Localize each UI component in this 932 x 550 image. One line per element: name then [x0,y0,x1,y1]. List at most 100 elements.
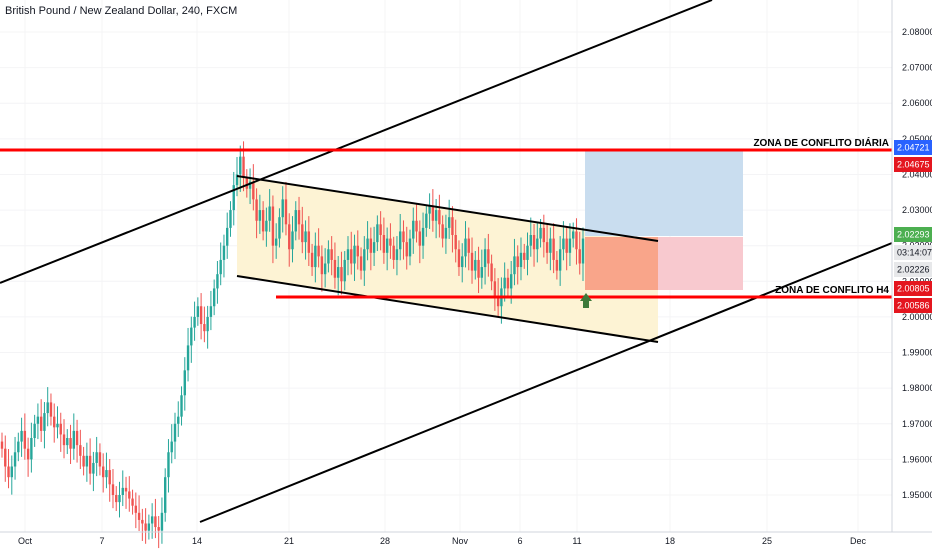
price-tags: 2.04721 2.04675 2.02293 03:14:07 2.02226 2.00… [894,140,932,313]
y-tick-label: 1.96000 [902,454,932,464]
candle-body [536,238,539,250]
candle-body [82,455,85,467]
candle-body [558,249,562,271]
candle-body [562,238,565,250]
candle-body [412,220,415,239]
x-tick-label: 18 [665,536,675,546]
candle-body [239,156,242,175]
candle-body [438,210,441,225]
candle-body [261,210,265,232]
candle-body [330,249,333,260]
price-tag [894,140,932,155]
candles [0,141,585,549]
candle-body [421,227,425,246]
candle-body [226,227,229,246]
chart-title: British Pound / New Zealand Dollar, 240,… [5,5,237,17]
candle-body [467,238,470,253]
candle-body [180,395,183,417]
candle-body [62,434,66,446]
candle-body [186,345,190,371]
y-tick-label: 2.07000 [902,63,932,73]
candle-body [461,256,464,268]
candle-body [327,249,330,264]
candle-body [160,512,164,531]
candle-body [555,259,559,271]
candle-body [444,227,448,239]
candle-body [333,259,337,278]
candle-body [105,470,108,478]
time-axis[interactable]: Oct 7 14 21 28 Nov 6 11 18 25 Dec [18,536,867,546]
candle-body [199,306,203,325]
x-tick-label: 14 [192,536,202,546]
candle-body [274,238,278,246]
candle-body [464,238,467,257]
candle-body [487,249,490,264]
candle-body [66,438,69,446]
candle-body [56,423,59,428]
candle-body [366,238,369,250]
candle-body [483,249,487,268]
lower-trend-line[interactable] [199,242,893,523]
candle-body [294,210,297,232]
x-tick-label: 25 [762,536,772,546]
candle-body [242,156,245,179]
candle-body [235,174,239,186]
price-tag [894,245,932,260]
candle-body [451,217,454,236]
candle-body [170,441,173,453]
descending-channel-fill [237,176,658,342]
candle-body [222,245,226,260]
candle-body [428,206,431,214]
candle-body [75,430,79,446]
candle-body [385,238,389,253]
candle-body [447,217,451,228]
candle-body [418,231,421,246]
upper-trend-line[interactable] [0,0,713,284]
h4-zone-label: ZONA DE CONFLITO H4 [775,285,889,296]
candle-body [177,416,180,424]
channel-top-line[interactable] [236,175,659,242]
candle-body [545,242,549,253]
candle-body [549,238,552,253]
candle-body [216,274,219,289]
x-tick-label: 6 [517,536,522,546]
candle-body [480,267,484,278]
candle-body [196,306,200,317]
candle-body [346,249,350,260]
candle-body [519,252,523,268]
candle-body [281,199,284,218]
candle-body [131,498,134,506]
candle-body [523,252,526,260]
candle-body [304,231,307,243]
price-tag [894,281,932,296]
candle-body [516,256,519,268]
candle-body [441,224,444,239]
candle-body [376,224,379,243]
candle-body [101,466,105,478]
candle-body [209,306,213,317]
candle-body [532,235,536,250]
candle-body [141,519,144,524]
candle-body [278,217,281,239]
candle-body [363,249,366,271]
candle-body [124,487,128,492]
x-tick-label: 7 [99,536,104,546]
candle-body [454,235,457,250]
candle-body [59,423,62,435]
candle-body [509,274,513,289]
candle-body [10,466,13,478]
x-tick-label: 21 [284,536,294,546]
candle-body [17,441,20,453]
candle-body [173,423,177,442]
candle-body [0,441,4,449]
candle-body [43,413,46,431]
candle-body [108,470,111,485]
candle-body [20,430,23,442]
candle-body [490,263,493,282]
candle-body [552,238,555,260]
candle-body [542,227,546,243]
candle-body [265,220,268,232]
candle-body [356,245,359,257]
channel-bottom-line[interactable] [236,275,659,343]
